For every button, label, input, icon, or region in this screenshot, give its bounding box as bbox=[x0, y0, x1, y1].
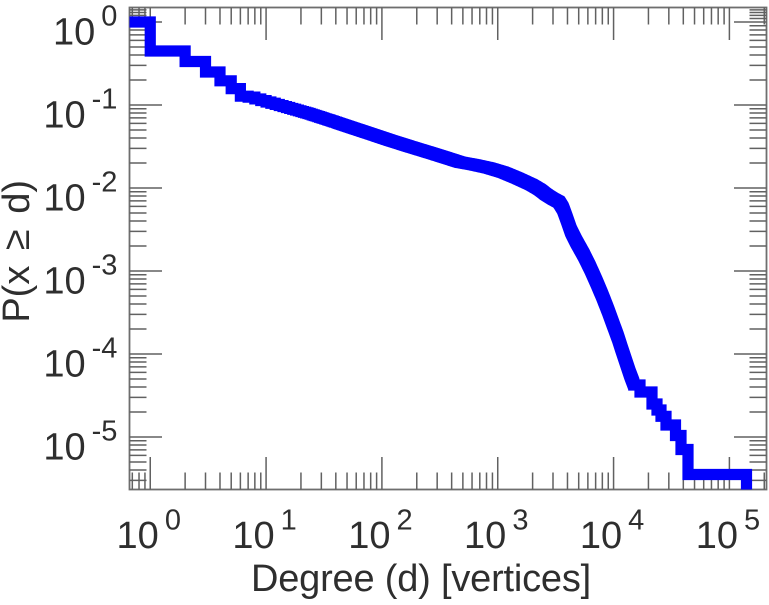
svg-text:P(x ≥ d): P(x ≥ d) bbox=[0, 180, 38, 323]
svg-text:Degree (d) [vertices]: Degree (d) [vertices] bbox=[251, 558, 591, 600]
